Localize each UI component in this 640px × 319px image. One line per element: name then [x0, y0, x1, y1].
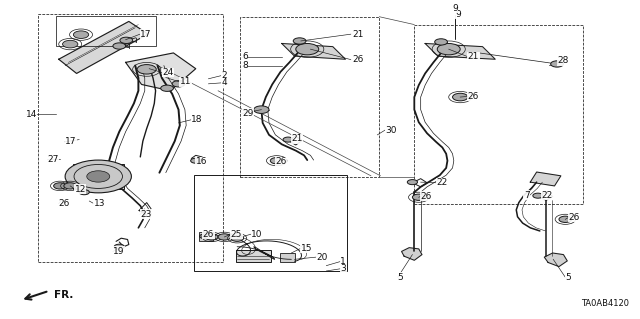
Circle shape	[74, 31, 89, 39]
Circle shape	[200, 234, 209, 239]
Text: 21: 21	[352, 30, 364, 39]
Circle shape	[435, 39, 447, 45]
Text: 9: 9	[455, 10, 461, 19]
Circle shape	[293, 38, 306, 44]
Text: 26: 26	[59, 199, 70, 208]
Text: 22: 22	[436, 178, 447, 187]
Text: 1: 1	[340, 257, 346, 266]
Text: 21: 21	[468, 52, 479, 61]
Polygon shape	[531, 172, 561, 186]
Circle shape	[79, 190, 90, 195]
Text: 12: 12	[75, 185, 86, 194]
Circle shape	[437, 43, 460, 55]
Circle shape	[54, 183, 67, 189]
Circle shape	[64, 183, 77, 189]
Circle shape	[550, 61, 563, 67]
Text: 9: 9	[452, 4, 458, 13]
Text: 29: 29	[243, 109, 253, 118]
Text: 5: 5	[565, 273, 571, 282]
Text: 25: 25	[231, 230, 242, 239]
Text: 10: 10	[251, 230, 262, 239]
Circle shape	[65, 160, 131, 193]
Text: 17: 17	[65, 137, 77, 146]
Polygon shape	[425, 43, 495, 59]
Circle shape	[559, 216, 572, 222]
Text: 7: 7	[524, 191, 530, 200]
Circle shape	[120, 37, 132, 43]
Text: 26: 26	[568, 213, 580, 222]
Circle shape	[296, 43, 319, 55]
Text: 6: 6	[243, 52, 248, 61]
Text: 2: 2	[221, 71, 227, 80]
Text: 13: 13	[94, 199, 106, 208]
Polygon shape	[401, 248, 422, 260]
Text: 27: 27	[47, 155, 59, 164]
Bar	[236, 250, 271, 263]
Text: 30: 30	[385, 126, 397, 135]
Text: 15: 15	[301, 244, 312, 253]
Text: 23: 23	[140, 210, 152, 219]
Text: 17: 17	[140, 30, 152, 39]
Circle shape	[253, 106, 269, 114]
Circle shape	[452, 93, 468, 101]
Text: 26: 26	[352, 56, 364, 64]
Circle shape	[161, 85, 173, 91]
Polygon shape	[59, 21, 148, 73]
Bar	[56, 16, 156, 46]
Bar	[241, 17, 380, 177]
Text: 3: 3	[340, 264, 346, 273]
Text: 14: 14	[26, 110, 37, 119]
Text: 26: 26	[275, 157, 287, 166]
Text: 26: 26	[468, 92, 479, 101]
Circle shape	[407, 180, 417, 185]
Circle shape	[533, 193, 543, 198]
Text: TA0AB4120: TA0AB4120	[581, 299, 629, 308]
Text: 4: 4	[221, 78, 227, 87]
Circle shape	[172, 81, 185, 87]
Circle shape	[270, 158, 283, 164]
Text: 19: 19	[113, 247, 124, 256]
Circle shape	[283, 137, 293, 142]
Text: 26: 26	[203, 230, 214, 239]
Circle shape	[87, 171, 109, 182]
Circle shape	[114, 244, 124, 249]
Text: 8: 8	[243, 61, 248, 70]
Polygon shape	[125, 53, 196, 91]
Text: 20: 20	[316, 253, 328, 262]
Circle shape	[63, 40, 78, 48]
Circle shape	[231, 235, 244, 241]
Bar	[414, 25, 583, 204]
Bar	[194, 175, 347, 271]
Text: 21: 21	[291, 134, 303, 143]
Polygon shape	[282, 43, 346, 59]
Text: 16: 16	[196, 157, 207, 166]
Circle shape	[205, 234, 218, 240]
Circle shape	[191, 158, 201, 163]
Circle shape	[204, 234, 213, 239]
Bar	[73, 164, 124, 189]
Bar	[199, 232, 213, 241]
Text: 11: 11	[180, 78, 191, 86]
Text: FR.: FR.	[54, 290, 73, 300]
Bar	[38, 13, 223, 263]
Circle shape	[218, 234, 231, 240]
Circle shape	[113, 43, 125, 49]
Text: 26: 26	[420, 192, 432, 201]
Text: 22: 22	[541, 191, 553, 200]
Polygon shape	[544, 253, 567, 267]
Text: 24: 24	[162, 68, 173, 77]
Text: 28: 28	[557, 56, 568, 65]
Text: 5: 5	[397, 273, 403, 282]
Bar	[280, 253, 294, 263]
Circle shape	[412, 194, 425, 200]
Text: 18: 18	[191, 115, 203, 124]
Circle shape	[137, 65, 156, 74]
